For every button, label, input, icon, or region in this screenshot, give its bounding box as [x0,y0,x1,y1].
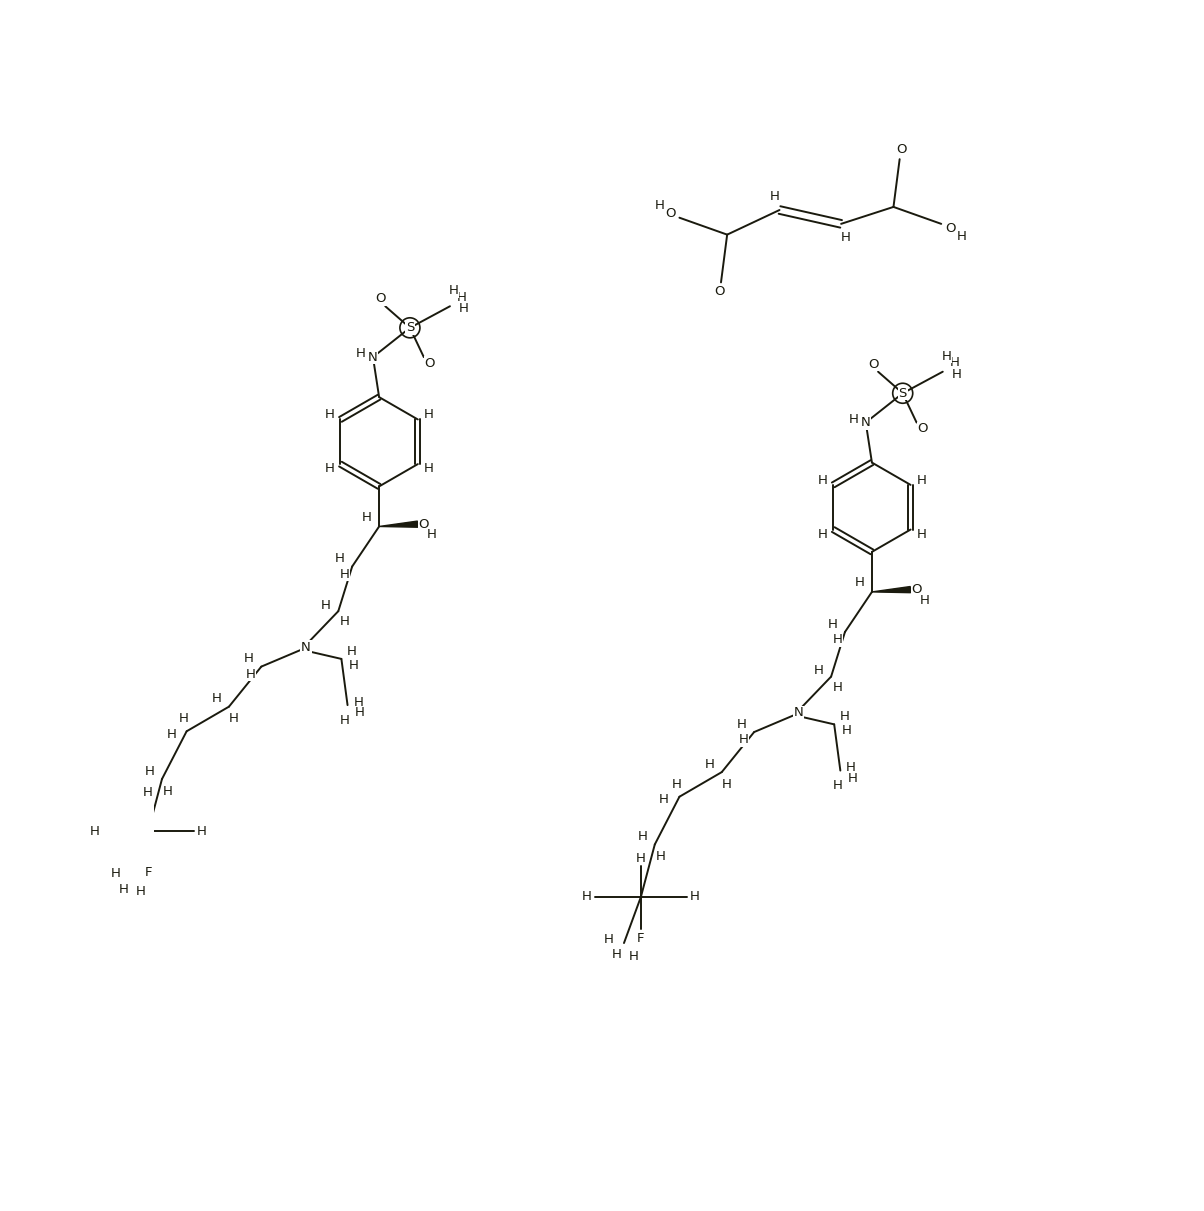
Text: H: H [690,890,700,903]
Text: H: H [956,230,966,242]
Text: H: H [603,932,614,946]
Text: H: H [340,615,349,629]
Text: O: O [911,584,922,596]
Text: H: H [704,758,714,771]
Polygon shape [379,521,418,527]
Text: H: H [426,528,436,541]
Text: H: H [197,825,207,838]
Text: H: H [582,890,592,903]
Text: H: H [832,681,843,694]
Text: H: H [354,695,364,708]
Text: H: H [164,785,173,798]
Text: H: H [855,576,864,590]
Text: H: H [950,356,960,369]
Polygon shape [872,586,910,592]
Text: H: H [449,285,459,298]
Text: H: H [246,667,255,681]
Text: O: O [419,517,429,530]
Text: N: N [861,417,870,429]
Text: O: O [896,143,907,156]
Text: H: H [771,190,780,202]
Text: F: F [637,932,644,945]
Text: H: H [178,712,189,725]
Text: H: H [456,291,466,304]
Text: H: H [340,714,349,727]
Text: H: H [229,712,238,725]
Text: S: S [898,386,907,400]
Text: N: N [301,641,311,654]
Text: H: H [244,653,254,665]
Text: N: N [368,350,378,363]
Text: H: H [340,568,349,581]
Text: H: H [827,618,838,631]
Text: H: H [840,710,850,723]
Text: H: H [424,408,433,421]
Text: H: H [920,593,929,607]
Text: H: H [424,463,433,475]
Text: H: H [721,777,731,791]
Text: H: H [842,724,851,737]
Text: O: O [425,357,435,369]
Text: H: H [612,948,621,962]
Text: H: H [111,867,120,880]
Text: H: H [814,664,824,677]
Text: H: H [638,831,648,843]
Text: H: H [89,825,99,838]
Text: H: H [143,786,153,799]
Text: H: H [737,718,746,731]
Text: H: H [321,598,331,612]
Text: H: H [659,793,669,807]
Text: H: H [347,644,358,658]
Text: H: H [349,659,359,672]
Text: O: O [376,292,386,305]
Text: H: H [325,408,335,421]
Text: H: H [459,302,468,315]
Text: O: O [714,285,725,298]
Text: H: H [832,633,843,647]
Text: H: H [818,528,827,540]
Text: H: H [656,850,666,863]
Text: H: H [672,777,681,791]
Text: S: S [406,321,414,334]
Text: O: O [665,207,675,219]
Text: H: H [818,474,827,487]
Text: H: H [840,231,851,245]
Text: H: H [325,463,335,475]
Text: H: H [846,761,856,774]
Text: H: H [848,771,857,785]
Text: H: H [166,728,176,741]
Text: H: H [136,885,146,897]
Text: H: H [738,733,748,746]
Text: H: H [951,367,962,380]
Text: H: H [916,528,926,540]
Text: H: H [942,350,951,363]
Text: N: N [793,706,803,719]
Text: H: H [655,199,665,212]
Text: H: H [212,693,222,706]
Text: O: O [945,222,956,235]
Text: O: O [868,357,879,371]
Text: H: H [355,706,365,719]
Text: H: H [362,511,372,523]
Text: H: H [832,780,843,792]
Text: H: H [628,951,638,964]
Text: H: H [144,765,154,777]
Text: H: H [355,348,366,361]
Text: H: H [916,474,926,487]
Text: H: H [636,851,645,865]
Text: F: F [144,866,152,879]
Text: H: H [335,552,344,566]
Text: H: H [849,413,858,426]
Text: H: H [118,883,129,896]
Text: O: O [917,423,928,435]
